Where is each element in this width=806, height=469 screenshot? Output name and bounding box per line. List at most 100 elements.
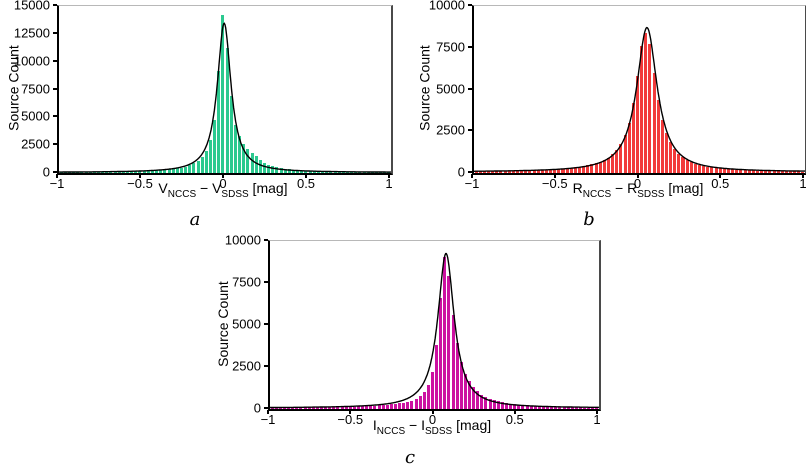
histogram-bars-b <box>474 6 805 173</box>
histogram-bar <box>246 148 250 173</box>
y-tick-mark <box>53 4 57 6</box>
histogram-bar <box>503 170 507 173</box>
xlabel-band2: R <box>627 180 638 196</box>
histogram-bar <box>315 407 319 409</box>
histogram-bar <box>710 167 714 173</box>
histogram-bar <box>340 406 344 409</box>
histogram-bar <box>505 403 508 409</box>
histogram-bar <box>271 166 275 173</box>
histogram-bar <box>221 14 225 173</box>
x-tick-label: 0.5 <box>296 176 316 191</box>
x-tick-label: 1 <box>593 412 601 427</box>
histogram-bar <box>418 396 422 409</box>
panel-caption-b: b <box>583 209 595 230</box>
xlabel-unit: [mag] <box>248 180 288 196</box>
histogram-bar <box>484 396 488 409</box>
y-tick-label: 5000 <box>232 316 261 332</box>
histogram-bar <box>377 405 381 409</box>
xlabel-sep: − <box>196 180 213 196</box>
y-tick-mark <box>53 143 57 146</box>
histogram-bar <box>664 132 668 173</box>
histogram-bar <box>537 406 541 409</box>
histogram-bar <box>755 170 759 173</box>
histogram-bar <box>476 391 480 409</box>
histogram-bar <box>793 171 797 173</box>
histogram-bar <box>492 400 496 409</box>
histogram-bar <box>544 169 548 173</box>
histogram-bar <box>332 407 336 409</box>
histogram-bar <box>238 136 242 173</box>
histogram-bar <box>488 398 492 409</box>
histogram-bar <box>274 407 278 409</box>
histogram-bar <box>673 148 677 173</box>
y-tick-label: 7500 <box>436 39 465 55</box>
histogram-bar <box>426 385 430 409</box>
histogram-bar <box>557 168 561 173</box>
histogram-bar <box>747 170 751 173</box>
histogram-bar <box>517 404 521 409</box>
histogram-bar <box>648 44 652 173</box>
histogram-bar <box>134 171 138 173</box>
panel-b: Source Count RNCCS − RSDSS [mag] b 0 2500… <box>403 0 806 235</box>
y-tick-label: 5000 <box>21 108 50 124</box>
y-tick-label: 7500 <box>232 274 261 290</box>
histogram-bar <box>635 76 639 173</box>
histogram-bar <box>109 171 113 173</box>
x-tick-mark <box>388 174 390 178</box>
histogram-bar <box>435 345 439 409</box>
histogram-bar <box>524 170 528 173</box>
y-tick-label: 10000 <box>428 0 465 13</box>
histogram-bar <box>410 400 414 409</box>
histogram-bar <box>772 171 776 173</box>
histogram-bar <box>389 404 393 409</box>
histogram-bar <box>117 171 121 173</box>
histogram-bar <box>495 170 499 173</box>
y-tick-mark <box>264 365 268 367</box>
histogram-bar <box>443 256 447 409</box>
histogram-bar <box>582 166 586 173</box>
histogram-bar <box>142 170 146 173</box>
histogram-bar <box>698 164 702 173</box>
histogram-bar <box>171 168 175 173</box>
xlabel-sub1: NCCS <box>582 188 612 200</box>
histogram-bar <box>586 165 590 173</box>
histogram-bar <box>574 407 578 409</box>
histogram-bar <box>594 163 598 173</box>
histogram-bar <box>726 169 731 173</box>
histogram-bar <box>656 99 660 173</box>
histogram-bar <box>300 170 304 173</box>
histogram-bar <box>468 381 471 409</box>
panel-a: Source Count VNCCS − VSDSS [mag] a 0 2500… <box>0 0 403 235</box>
histogram-bar <box>369 405 373 409</box>
histogram-bar <box>607 157 611 173</box>
x-tick-label: −1 <box>49 176 65 191</box>
histogram-bar <box>279 168 283 173</box>
histogram-bar <box>213 119 217 173</box>
histogram-bar <box>573 167 577 173</box>
histogram-bar <box>764 170 768 173</box>
histogram-bar <box>459 361 463 409</box>
histogram-bar <box>385 404 389 409</box>
histogram-bar <box>652 72 656 173</box>
histogram-bar <box>373 405 377 409</box>
histogram-bar <box>562 407 566 409</box>
histogram-bar <box>731 169 735 173</box>
histogram-bar <box>660 119 664 173</box>
histogram-bar <box>570 407 574 409</box>
histogram-bar <box>549 169 553 173</box>
histogram-bar <box>554 406 558 409</box>
xlabel-band2: I <box>421 417 425 433</box>
histogram-bar <box>751 170 755 173</box>
x-tick-label: 0 <box>428 412 437 427</box>
histogram-bar <box>474 171 478 173</box>
histogram-bar <box>780 171 784 173</box>
histogram-bar <box>209 140 213 173</box>
xlabel-sub1: NCCS <box>167 188 197 200</box>
y-tick-label: 7500 <box>21 81 50 96</box>
fit-curve-line <box>270 252 600 409</box>
histogram-bar <box>768 170 772 173</box>
y-tick-mark <box>264 239 268 241</box>
histogram-bar <box>591 407 595 409</box>
histogram-bar <box>789 171 793 173</box>
